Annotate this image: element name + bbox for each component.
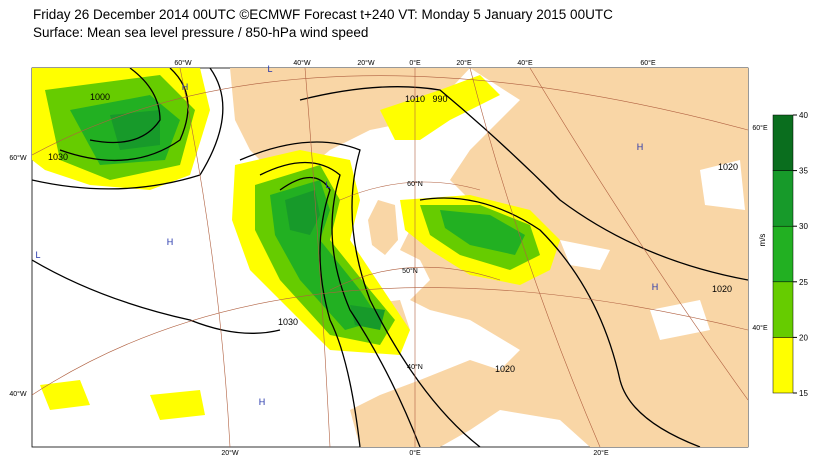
isobar-label: 1020 xyxy=(712,284,732,294)
pressure-center: L xyxy=(325,180,330,190)
isobar-label: 1010 xyxy=(405,94,425,104)
colorbar-tick-label: 40 xyxy=(799,111,808,120)
graticule-label: 60°W xyxy=(9,154,27,162)
colorbar-tick-label: 25 xyxy=(799,278,808,287)
colorbar-tick-label: 15 xyxy=(799,389,808,398)
colorbar-tick-label: 20 xyxy=(799,333,808,342)
isobar-label: 1030 xyxy=(48,152,68,162)
colorbar-swatch xyxy=(772,170,794,227)
pressure-center: H xyxy=(167,237,174,247)
graticule-label: 20°W xyxy=(357,59,375,67)
pressure-center: L xyxy=(35,250,40,260)
pressure-center: L xyxy=(267,64,272,74)
isobar-label: 990 xyxy=(432,94,447,104)
title: Friday 26 December 2014 00UTC ©ECMWF For… xyxy=(33,7,613,22)
isobar-label: 1000 xyxy=(90,92,110,102)
pressure-center: H xyxy=(652,282,659,292)
map xyxy=(31,67,749,448)
water-bodies xyxy=(560,160,745,340)
graticule-label: 60°N xyxy=(407,180,423,188)
isobar-label: 1020 xyxy=(718,162,738,172)
greenland xyxy=(230,68,470,175)
pressure-center: H xyxy=(637,142,644,152)
colorbar-tick-label: 30 xyxy=(799,222,808,231)
colorbar-tick-label: 35 xyxy=(799,167,808,176)
colorbar-swatch xyxy=(772,337,794,394)
graticule-label: 20°E xyxy=(456,59,472,67)
colorbar-unit: m/s xyxy=(758,234,767,247)
graticule-label: 0°E xyxy=(409,59,421,67)
graticule-label: 40°N xyxy=(407,363,423,371)
graticule-label: 50°N xyxy=(402,267,418,275)
graticule xyxy=(32,68,748,447)
colorbar-swatch xyxy=(772,225,794,283)
isobar-label: 1020 xyxy=(495,364,515,374)
graticule-label: 0°E xyxy=(409,449,421,457)
colorbar-swatch xyxy=(772,281,794,338)
pressure-center: H xyxy=(259,397,266,407)
map-content xyxy=(32,68,748,447)
graticule-label: 40°E xyxy=(752,324,768,332)
graticule-label: 40°E xyxy=(517,59,533,67)
graticule-label: 60°E xyxy=(752,124,768,132)
graticule-label: 20°W xyxy=(221,449,239,457)
graticule-label: 60°W xyxy=(174,59,192,67)
graticule-label: 40°W xyxy=(9,390,27,398)
pressure-center: H xyxy=(182,82,189,92)
britain xyxy=(368,200,398,255)
graticule-label: 40°W xyxy=(293,59,311,67)
subtitle: Surface: Mean sea level pressure / 850-h… xyxy=(33,25,368,40)
isobar-label: 1030 xyxy=(278,317,298,327)
colorbar: 15 20 25 30 35 40 xyxy=(772,111,808,398)
graticule-label: 20°E xyxy=(593,449,609,457)
colorbar-swatch xyxy=(772,114,794,171)
graticule-label: 60°E xyxy=(640,59,656,67)
